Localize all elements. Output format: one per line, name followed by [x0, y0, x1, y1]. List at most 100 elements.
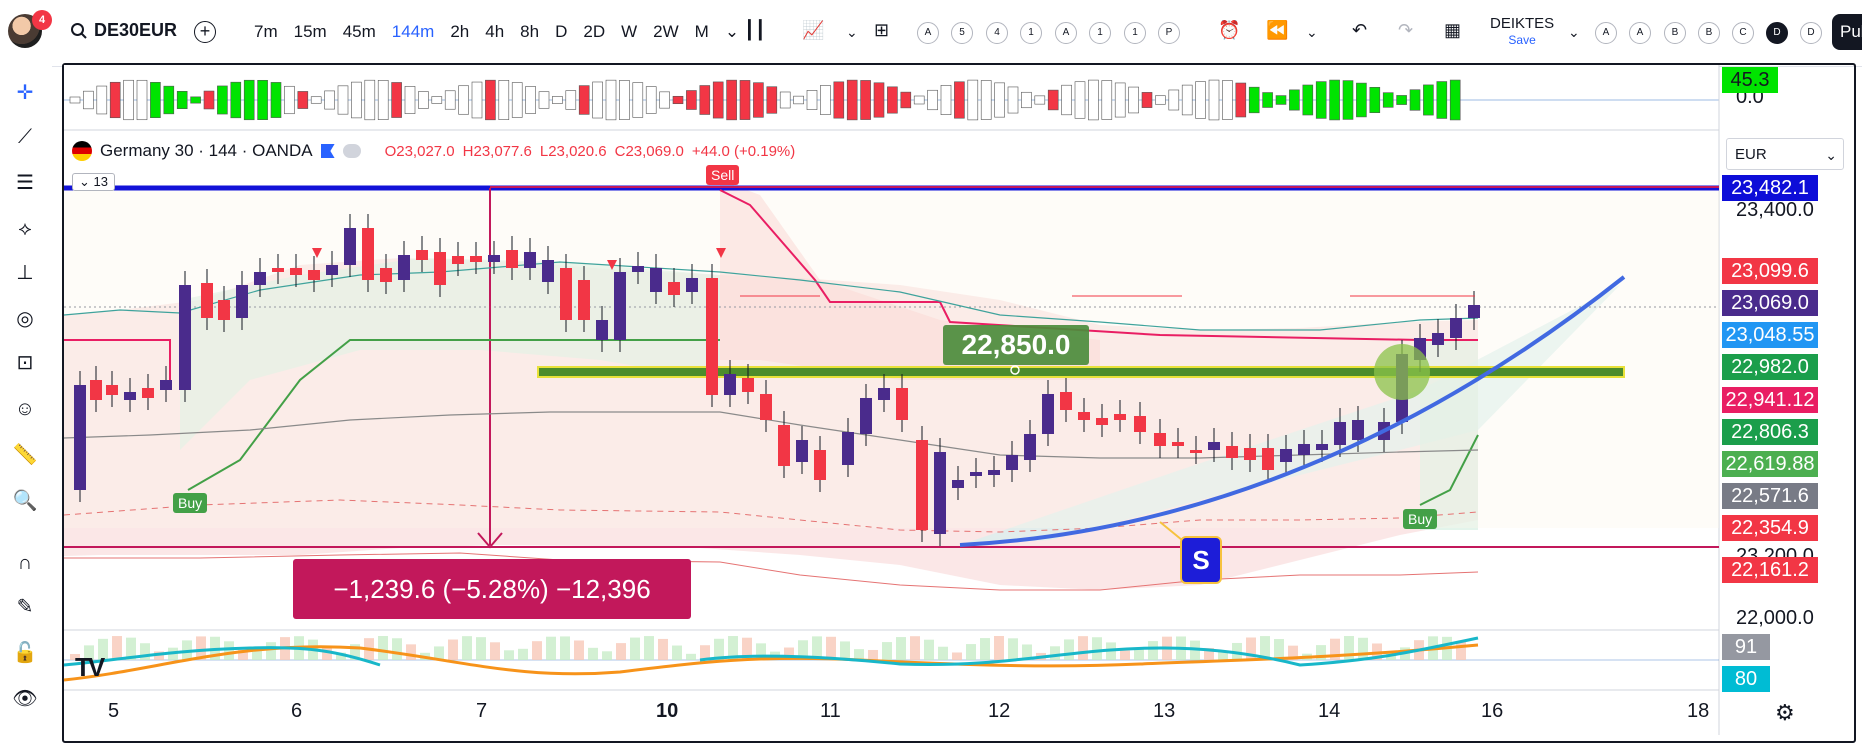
right-circle-button[interactable]: A	[1595, 22, 1617, 44]
histogram-bar	[391, 82, 402, 118]
timeframe-8h[interactable]: 8h	[520, 22, 540, 41]
timeframe-2w[interactable]: 2W	[653, 22, 679, 41]
bookmark-icon[interactable]	[320, 144, 335, 158]
pattern-icon[interactable]: ⟡	[18, 218, 32, 240]
histogram-bar	[552, 96, 563, 104]
add-symbol-button[interactable]: +	[194, 21, 216, 43]
timeframe-d[interactable]: D	[555, 22, 568, 41]
oscillator-bar	[826, 636, 836, 660]
histogram-bar	[243, 79, 255, 121]
right-circle-button[interactable]: B	[1664, 22, 1686, 44]
toolbar-circle-button[interactable]: 1	[1124, 22, 1146, 44]
toolbar-circle-button[interactable]: P	[1158, 22, 1180, 44]
eye-icon[interactable]: 👁	[12, 688, 38, 710]
settings-gear-icon[interactable]: ⚙	[1775, 700, 1795, 725]
save-label: Save	[1508, 33, 1536, 47]
timeframe-7m[interactable]: 7m	[254, 22, 278, 41]
right-circle-button[interactable]: D	[1800, 22, 1822, 44]
oscillator-bar	[448, 639, 458, 660]
histogram-bar	[1369, 86, 1381, 114]
timeframe-m[interactable]: M	[694, 22, 709, 41]
timeframe-45m[interactable]: 45m	[342, 22, 376, 41]
notification-badge: 4	[32, 10, 52, 30]
toolbar-circle-button[interactable]: A	[1055, 22, 1077, 44]
indicator-collapse-button[interactable]: ⌄ 13	[72, 173, 115, 191]
lock-drawing-icon[interactable]: ✎	[16, 596, 34, 618]
emoji-icon[interactable]: ☺	[14, 398, 36, 420]
candle-body	[1280, 449, 1292, 462]
histogram-bar	[1423, 84, 1434, 116]
lock-icon[interactable]: 🔓	[12, 642, 38, 664]
zoom-icon[interactable]: 🔍	[12, 490, 38, 512]
level-band[interactable]	[537, 366, 1625, 378]
candle-body	[1190, 450, 1202, 453]
right-circle-button[interactable]: A	[1629, 22, 1651, 44]
candlestick-series[interactable]	[74, 214, 1480, 546]
toolbar-circle-button[interactable]: A	[917, 22, 939, 44]
toolbar-circle-button[interactable]: 1	[1020, 22, 1042, 44]
candle-body	[896, 388, 908, 420]
toolbar-circle-button[interactable]: 4	[986, 22, 1008, 44]
timeframe-2h[interactable]: 2h	[450, 22, 470, 41]
histogram-bar	[1302, 84, 1314, 116]
right-circle-button[interactable]: B	[1698, 22, 1720, 44]
right-circle-button[interactable]: D	[1766, 22, 1788, 44]
prediction-icon[interactable]: ⊡	[16, 352, 34, 374]
histogram-bar	[284, 85, 295, 115]
layout-save[interactable]: DEIKTES Save	[1490, 16, 1554, 48]
layout-table-icon[interactable]: ▦	[1444, 20, 1462, 40]
chevron-down-icon[interactable]: ⌄	[724, 22, 740, 41]
ruler-icon[interactable]: 📏	[12, 444, 38, 466]
symbol-legend[interactable]: Germany 30 · 144 · OANDA O23,027.0 H23,0…	[72, 141, 795, 161]
trendline-icon[interactable]: ⟋	[18, 126, 32, 148]
histogram-bar	[632, 82, 644, 118]
histogram-bar	[109, 81, 121, 119]
fib-icon[interactable]: ☰	[16, 172, 34, 194]
chevron-down-icon[interactable]: ⌄	[1568, 24, 1580, 40]
histogram-bar	[1342, 80, 1354, 120]
toolbar-circle-button[interactable]: 5	[951, 22, 973, 44]
measure-result-label[interactable]: −1,239.6 (−5.28%) −12,396	[293, 559, 691, 619]
price-label-box: 22,941.12	[1722, 387, 1818, 413]
level-text-label[interactable]: 22,850.0	[943, 325, 1089, 365]
timeframe-4h[interactable]: 4h	[485, 22, 505, 41]
timeframe-w[interactable]: W	[621, 22, 638, 41]
oscillator-bar	[392, 638, 402, 660]
chevron-down-icon[interactable]: ⌄	[1306, 24, 1318, 40]
candle-body	[1006, 455, 1018, 470]
symbol-search[interactable]: DE30EUR	[70, 20, 177, 41]
candle-body	[596, 320, 608, 340]
layout-grid-icon[interactable]: ⊞	[874, 20, 890, 40]
chevron-down-icon[interactable]: ⌄	[846, 24, 858, 40]
indicators-icon[interactable]: 📈	[802, 20, 825, 40]
level-handle[interactable]	[1010, 365, 1020, 375]
timeframe-15m[interactable]: 15m	[293, 22, 327, 41]
alert-clock-icon[interactable]: ⏰	[1218, 20, 1241, 40]
currency-selector[interactable]: EUR ⌄	[1726, 138, 1844, 170]
projection-icon[interactable]: ⊥	[16, 262, 34, 284]
crosshair-icon[interactable]: ✛	[16, 82, 34, 104]
brush-icon[interactable]: ◎	[16, 308, 34, 330]
histogram-bar	[887, 86, 898, 114]
toolbar-circle-button[interactable]: 1	[1089, 22, 1111, 44]
histogram-bar	[913, 95, 925, 105]
timeframe-2d[interactable]: 2D	[583, 22, 606, 41]
histogram-bar	[900, 91, 912, 109]
magnet-icon[interactable]: ∩	[17, 552, 33, 574]
publish-button[interactable]: Pub	[1832, 14, 1862, 50]
timeframe-144m[interactable]: 144m	[391, 22, 435, 41]
candle-body	[668, 282, 680, 295]
s-callout-label[interactable]: S	[1180, 536, 1222, 584]
candle-body	[452, 256, 464, 264]
right-circle-button[interactable]: C	[1732, 22, 1754, 44]
replay-icon[interactable]: ⏪	[1266, 20, 1289, 40]
histogram-bar	[779, 91, 791, 109]
oscillator-bar	[1456, 641, 1466, 660]
oscillator-bar	[1260, 636, 1270, 660]
candle-style-icon[interactable]: ┃┃	[744, 20, 766, 40]
trend-curve[interactable]	[959, 275, 1626, 547]
visibility-toggle-icon[interactable]	[342, 144, 361, 158]
candle-body	[506, 250, 518, 268]
undo-icon[interactable]: ↶	[1352, 20, 1368, 40]
